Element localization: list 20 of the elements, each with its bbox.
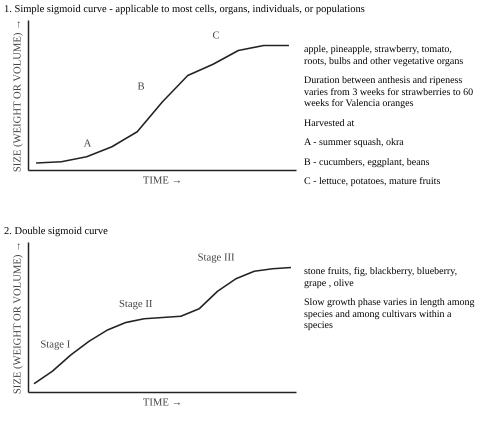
chart-title: 2. Double sigmoid curve	[4, 225, 108, 239]
text: apple, pineapple, strawberry, tomato, roots, bulbs and other vegetative organs	[304, 44, 464, 67]
text: B - cucumbers, eggplant, beans	[304, 156, 431, 168]
text: A - summer squash, okra	[304, 137, 405, 148]
annotation: Stage I	[40, 340, 71, 350]
text: Slow growth phase varies in length among species and among cultivars within a species	[304, 297, 476, 332]
text: Duration between anthesis and ripeness varies from 3 weeks for strawberries to 60 weeks for Valencia oranges	[304, 75, 474, 110]
text: Stage III	[198, 252, 236, 264]
annotation: Stage II	[118, 299, 153, 310]
text: C	[212, 30, 220, 42]
annotation: A	[84, 138, 92, 150]
text: stone fruits, fig, blackberry, blueberry, grape , olive	[304, 266, 458, 289]
annotation: B	[138, 82, 145, 92]
x-axis-title: TIME →	[142, 398, 182, 408]
x-axis-title: TIME →	[142, 176, 182, 186]
y-axis-title: SIZE (WEIGHT OR VOLUME) →	[12, 241, 24, 394]
text: Harvested at	[304, 118, 356, 129]
y-axis-title: SIZE (WEIGHT OR VOLUME) →	[12, 19, 24, 172]
chart-title: 1. Simple sigmoid curve - applicable to most cells, organs, individuals, or populations	[4, 3, 365, 17]
text: C - lettuce, potatoes, mature fruits	[304, 176, 442, 188]
